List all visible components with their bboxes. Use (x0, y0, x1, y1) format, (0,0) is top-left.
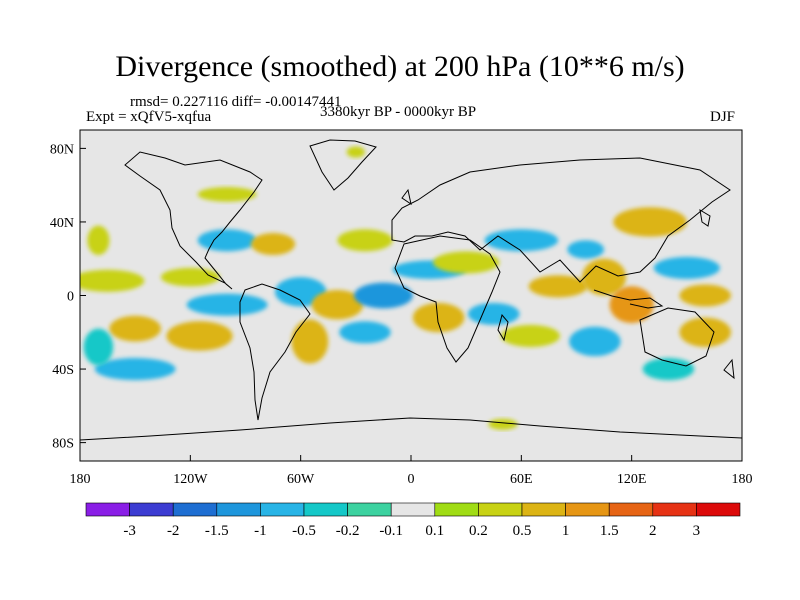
colorbar-label: -3 (123, 523, 136, 539)
field-patch-26 (653, 256, 720, 279)
coastline-greenland (309, 139, 377, 191)
colorbar-swatch (260, 502, 305, 517)
colorbar-swatch (172, 502, 218, 517)
season-label: DJF (710, 109, 736, 125)
experiment-label: Expt = xQfV5-xqfua (86, 109, 212, 125)
divergence-field (80, 146, 731, 430)
field-patch-0 (109, 315, 161, 342)
colorbar: -3 -2 -1.5 -1 -0.5 -0.2 -0.1 0.1 0.2 0.5 1 1.5 2 3 (85, 502, 741, 539)
colorbar-swatch (129, 502, 174, 517)
colorbar-swatch (608, 502, 654, 517)
field-patch-12 (353, 282, 413, 309)
field-patch-31 (87, 225, 110, 256)
field-patch-7 (197, 229, 257, 252)
coastline-indonesia (593, 289, 664, 309)
x-tick-label: 180 (70, 472, 91, 487)
colorbar-label: 0.1 (425, 523, 444, 539)
field-patch-34 (488, 418, 518, 430)
x-tick-label: 60W (287, 472, 315, 487)
field-patch-5 (80, 269, 145, 292)
field-patch-4 (186, 293, 268, 316)
colorbar-label: 2 (649, 523, 657, 539)
colorbar-label: 1.5 (600, 523, 619, 539)
stats-label: rmsd= 0.227116 diff= -0.00147441 (130, 94, 342, 110)
field-patch-1 (166, 321, 233, 351)
field-patch-25 (613, 207, 687, 237)
field-patch-21 (528, 275, 588, 298)
colorbar-swatch (85, 502, 130, 517)
colorbar-label: -1 (254, 523, 267, 539)
colorbar-label: 1 (562, 523, 570, 539)
colorbar-swatch (434, 502, 479, 517)
coastline-australia (639, 307, 715, 367)
field-patch-33 (346, 146, 366, 158)
field-patch-20 (501, 324, 560, 347)
coastline-eurasia (391, 157, 731, 283)
coastline-britain (401, 188, 412, 206)
map-title: Divergence (smoothed) at 200 hPa (10**6 … (115, 50, 685, 83)
colorbar-swatch (347, 502, 392, 517)
colorbar-swatch (478, 502, 523, 517)
coastline-new-zealand (723, 358, 735, 380)
y-tick-label: 40N (50, 216, 74, 231)
field-patch-29 (679, 317, 731, 347)
period-label: 3380kyr BP - 0000kyr BP (320, 104, 477, 120)
coastline-madagascar (497, 313, 509, 342)
field-patch-8 (251, 232, 296, 256)
colorbar-swatch (216, 502, 261, 517)
field-patch-11 (311, 289, 364, 320)
colorbar-label: -2 (167, 523, 180, 539)
field-patch-27 (679, 284, 731, 307)
colorbar-swatch (696, 502, 741, 517)
colorbar-label: -0.2 (336, 523, 360, 539)
field-patch-13 (339, 321, 391, 344)
colorbar-label: 0.2 (469, 523, 488, 539)
field-patch-30 (642, 358, 695, 381)
field-patch-9 (274, 277, 327, 307)
x-tick-label: 180 (732, 472, 753, 487)
y-tick-label: 80S (52, 437, 74, 452)
coastline-south-america (239, 283, 311, 421)
field-patch-14 (337, 229, 393, 252)
y-tick-label: 40S (52, 363, 74, 378)
colorbar-swatch (521, 502, 566, 517)
coastlines (80, 139, 742, 441)
x-tick-label: 120W (173, 472, 208, 487)
colorbar-swatch (652, 502, 697, 517)
field-patch-28 (569, 326, 621, 357)
field-patch-32 (197, 187, 257, 202)
colorbar-swatch (565, 502, 610, 517)
colorbar-swatch (303, 502, 348, 517)
field-patch-18 (412, 302, 465, 333)
field-patch-6 (160, 267, 220, 287)
x-tick-label: 120E (617, 472, 647, 487)
y-tick-label: 80N (50, 142, 74, 157)
field-patch-16 (433, 251, 500, 274)
colorbar-swatch (390, 502, 436, 517)
colorbar-label: -1.5 (205, 523, 229, 539)
coastline-north-america (124, 151, 263, 290)
y-tick-label: 0 (67, 290, 74, 305)
colorbar-label: -0.5 (292, 523, 316, 539)
x-tick-label: 60E (510, 472, 533, 487)
field-patch-2 (94, 358, 176, 381)
coastline-antarctica (80, 417, 742, 441)
colorbar-label: 3 (693, 523, 701, 539)
coastline-africa (394, 235, 501, 363)
field-patch-19 (468, 302, 520, 325)
field-patch-23 (582, 258, 627, 296)
coastline-japan (699, 209, 711, 227)
field-patch-22 (567, 240, 605, 259)
colorbar-label: 0.5 (513, 523, 532, 539)
colorbar-label: -0.1 (379, 523, 403, 539)
field-patch-17 (484, 229, 559, 252)
field-patch-10 (291, 319, 329, 364)
field-patch-3 (83, 328, 114, 366)
axes: 180 120W 60W 0 60E 120E 180 80N 40N 0 40S 80S (50, 142, 753, 487)
x-tick-label: 0 (408, 472, 415, 487)
